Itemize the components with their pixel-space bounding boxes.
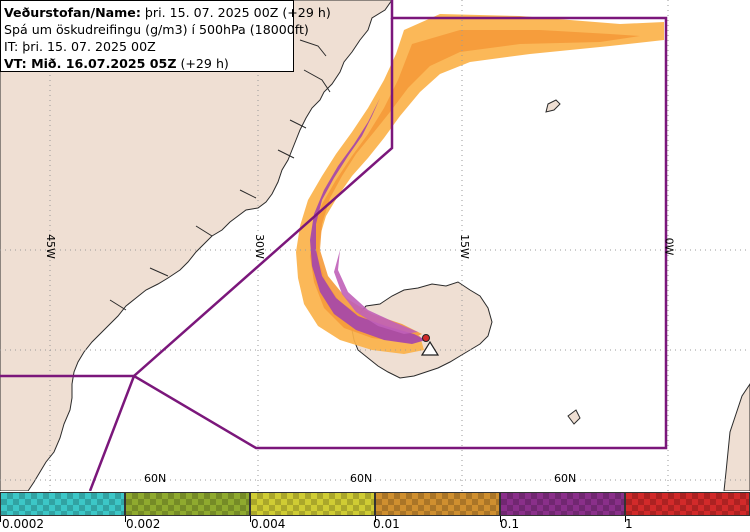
- legend-tick-2: [125, 516, 126, 522]
- legend-label-0.1: 0.1: [500, 517, 520, 531]
- legend-label-0.004: 0.004: [251, 517, 286, 531]
- concentration-legend: 0.0002 0.002 0.004 0.01 0.1 1: [0, 491, 750, 532]
- legend-tick-1: [0, 516, 1, 522]
- info-line-valid-time: VT: Mið. 16.07.2025 05Z (+29 h): [4, 55, 290, 72]
- ash-plume-outer: [296, 14, 664, 354]
- lon-label-45w: 45W: [43, 234, 57, 259]
- legend-swatch-1: [0, 492, 125, 516]
- lon-label-0w: 0W: [662, 237, 676, 256]
- legend-label-0.01: 0.01: [373, 517, 400, 531]
- island-scattered: [545, 99, 561, 113]
- legend-tick-3: [250, 516, 251, 522]
- legend-label-0.002: 0.002: [126, 517, 161, 531]
- lat-label-60n-center: 60N: [350, 472, 373, 485]
- legend-label-0.0002: 0.0002: [2, 517, 44, 531]
- legend-label-1: 1: [625, 517, 633, 531]
- legend-swatch-5: [500, 492, 625, 516]
- valid-time-offset: (+29 h): [176, 56, 229, 71]
- legend-tick-6: [625, 516, 626, 522]
- ash-plume-inner: [334, 250, 418, 334]
- issuer-date: þri. 15. 07. 2025 00Z (+29 h): [140, 5, 331, 20]
- lat-label-60n-left: 60N: [144, 472, 167, 485]
- legend-tick-5: [500, 516, 501, 522]
- lat-label-60n-right: 60N: [554, 472, 577, 485]
- valid-time-label: VT: Mið. 16.07.2025 05Z: [4, 56, 177, 71]
- info-line-product: Spá um öskudreifingu (g/m3) í 500hPa (18…: [4, 22, 309, 37]
- norway-coast: [723, 383, 750, 491]
- faroe-islands: [567, 409, 581, 425]
- legend-swatch-3: [250, 492, 375, 516]
- ash-dispersion-map: [0, 0, 750, 491]
- legend-swatch-2: [125, 492, 250, 516]
- greenland-fjord-lines: [109, 39, 331, 311]
- legend-swatch-6: [625, 492, 750, 516]
- info-line-issue-time: IT: þri. 15. 07. 2025 00Z: [4, 39, 156, 54]
- volcano-icon: [420, 334, 440, 356]
- legend-swatch-4: [375, 492, 500, 516]
- graticule: [0, 0, 750, 491]
- legend-tick-4: [375, 516, 376, 522]
- greenland-landmass: [0, 0, 393, 491]
- info-line-issuer: Veðurstofan/Name: þri. 15. 07. 2025 00Z …: [4, 4, 331, 21]
- fir-boundary: [0, 0, 668, 491]
- issuer-label: Veðurstofan/Name:: [4, 5, 141, 20]
- lon-label-15w: 15W: [457, 234, 471, 259]
- lon-label-30w: 30W: [252, 234, 266, 259]
- forecast-info-box: Veðurstofan/Name: þri. 15. 07. 2025 00Z …: [0, 0, 331, 72]
- iceland-landmass: [351, 281, 493, 379]
